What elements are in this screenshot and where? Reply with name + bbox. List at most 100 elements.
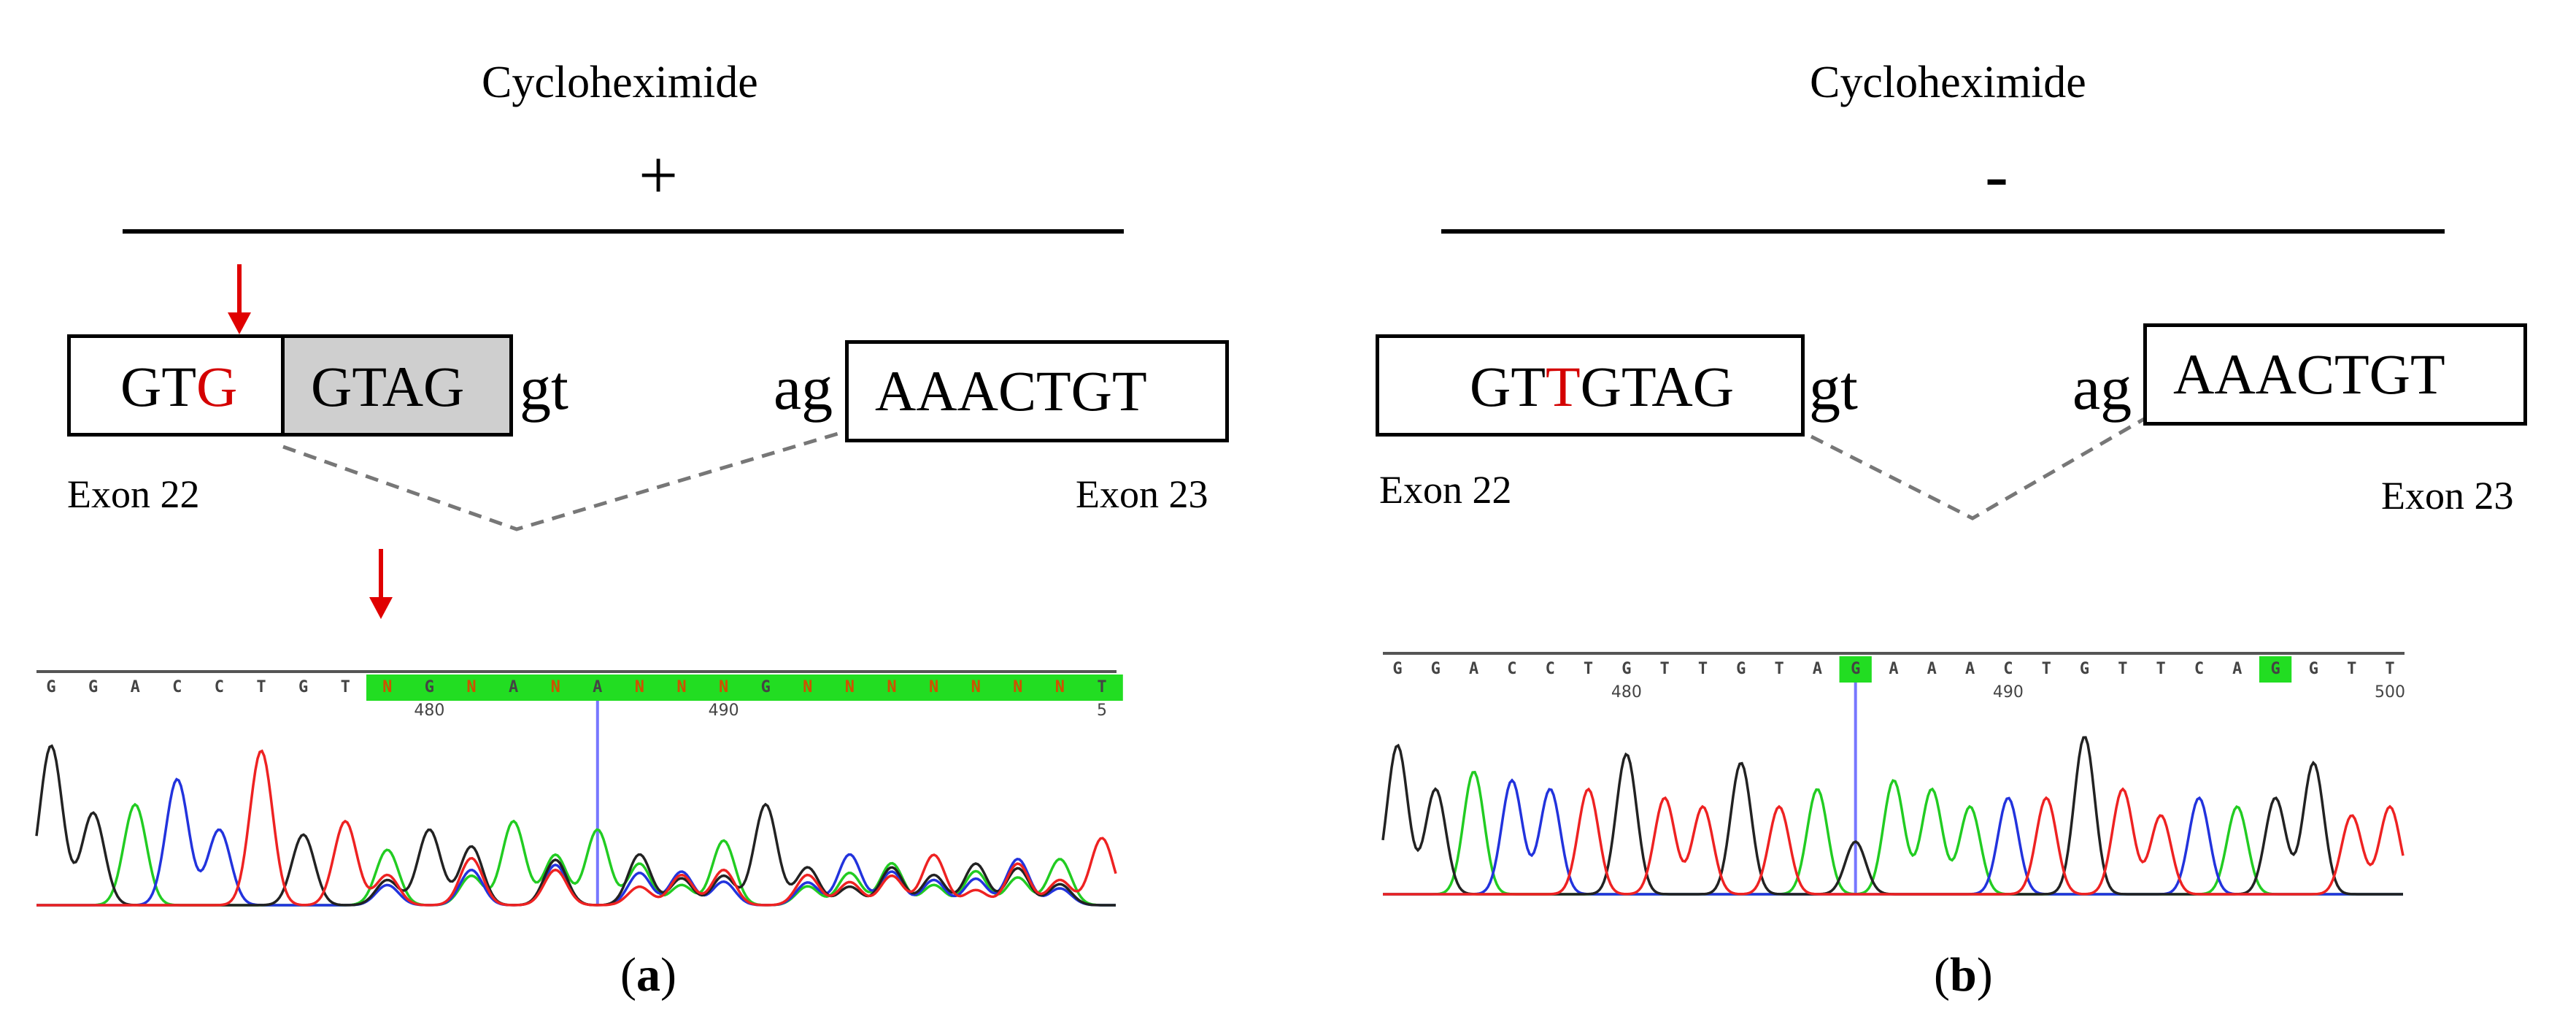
highlight-box	[1839, 656, 1872, 683]
position-number: 490	[709, 702, 739, 720]
base-call: T	[1097, 678, 1106, 696]
trace-C	[36, 777, 1116, 907]
base-call: T	[1584, 660, 1593, 678]
base-call: N	[382, 678, 392, 696]
base-call: C	[1507, 660, 1516, 678]
base-call: N	[1055, 678, 1065, 696]
panel-b-chromatogram: G G A C C T G T T G T A G A A A C T G T T C A G G T T 480 490 500	[1381, 646, 2405, 902]
base-call: T	[1660, 660, 1670, 678]
base-call: G	[1736, 660, 1746, 678]
base-call: A	[1469, 660, 1478, 678]
base-call: G	[46, 678, 55, 696]
base-call: T	[2347, 660, 2356, 678]
panel-a-divider	[123, 229, 1124, 234]
intron-acceptor-site: ag	[2072, 353, 2132, 423]
panel-b-overlay	[1810, 414, 2151, 520]
base-call: G	[298, 678, 308, 696]
base-call: T	[2118, 660, 2127, 678]
retained-intron-box: GTAG	[281, 334, 513, 437]
panel-a-caption: (a)	[620, 948, 676, 1003]
mutation-arrow-icon	[228, 264, 251, 334]
base-call: T	[2042, 660, 2051, 678]
exon-22-sequence: GTG	[120, 358, 237, 415]
base-call: G	[1431, 660, 1441, 678]
exon-22-label: Exon 22	[1379, 468, 1512, 512]
base-call: T	[2156, 660, 2166, 678]
trace-G	[35, 744, 1116, 907]
base-call: N	[551, 678, 560, 696]
base-call: A	[1965, 660, 1975, 678]
mutated-base: G	[196, 355, 238, 418]
base-call: N	[1013, 678, 1022, 696]
position-number: 5	[1097, 702, 1107, 720]
intron-acceptor-site: ag	[774, 353, 833, 423]
base-call: A	[1889, 660, 1898, 678]
base-call: A	[2232, 660, 2242, 678]
panel-b: Cycloheximide - GTTGTAG gt ag AAACTGT Ex…	[1288, 0, 2576, 1030]
base-call: G	[2270, 660, 2280, 678]
base-call: G	[1851, 660, 1860, 678]
base-call: A	[593, 678, 602, 696]
panel-b-caption: (b)	[1934, 948, 1993, 1003]
panel-b-treatment-sign: -	[1985, 136, 2008, 214]
panel-b-divider	[1441, 229, 2445, 234]
base-call: A	[1927, 660, 1937, 678]
base-call: G	[2309, 660, 2318, 678]
panel-a-treatment-sign: +	[639, 136, 679, 214]
position-number: 480	[414, 702, 444, 720]
position-number: 480	[1611, 683, 1642, 702]
base-call: C	[215, 678, 224, 696]
exon-23-label: Exon 23	[2381, 474, 2514, 518]
panel-a: Cycloheximide + GTG GTAG gt ag AAACTGT E…	[35, 58, 1229, 1003]
base-call: N	[971, 678, 981, 696]
caption-close: )	[1976, 948, 1993, 1002]
base-call: N	[929, 678, 938, 696]
base-call: C	[2194, 660, 2204, 678]
base-call: C	[2003, 660, 2013, 678]
caption-letter: a	[636, 948, 660, 1002]
exon-22-box: GTTGTAG	[1376, 334, 1805, 437]
base-call: T	[2385, 660, 2394, 678]
highlight-band	[366, 675, 1123, 701]
trace-T	[36, 749, 1117, 907]
exon-23-box: AAACTGT	[845, 340, 1229, 442]
trace-G	[1381, 736, 2403, 896]
position-number: 500	[2375, 683, 2405, 702]
highlight-box	[2259, 656, 2292, 683]
base-call: C	[172, 678, 182, 696]
base-call: C	[1546, 660, 1555, 678]
panel-a-overlay	[228, 264, 849, 619]
base-call: N	[887, 678, 896, 696]
base-call: T	[1774, 660, 1783, 678]
exon-23-box: AAACTGT	[2143, 323, 2527, 426]
base-call: N	[803, 678, 812, 696]
exon-22-label: Exon 22	[67, 472, 200, 516]
caption-close: )	[660, 948, 676, 1002]
caption-open: (	[1934, 948, 1950, 1002]
splice-junction-line	[282, 428, 849, 531]
exon-22-sequence: GTTGTAG	[1470, 358, 1734, 415]
base-call: G	[425, 678, 434, 696]
exon-23-label: Exon 23	[1076, 472, 1208, 516]
base-call: T	[1698, 660, 1708, 678]
base-call: G	[1621, 660, 1631, 678]
base-call: N	[845, 678, 855, 696]
exon-22-seq-prefix: GT	[1470, 355, 1546, 418]
base-call: G	[761, 678, 771, 696]
caption-letter: b	[1949, 948, 1977, 1002]
panel-a-title: Cycloheximide	[482, 58, 758, 107]
base-call: N	[635, 678, 644, 696]
trace-T	[1383, 787, 2405, 896]
splice-junction-line	[1810, 414, 2151, 520]
base-call: A	[131, 678, 140, 696]
chromatogram-arrow-icon	[369, 549, 393, 619]
panel-a-chromatogram: G G A C C T G T N G N A N A N N N G N N N N N N N T 480 490 5	[35, 664, 1123, 912]
base-call: A	[1813, 660, 1822, 678]
caption-open: (	[620, 948, 636, 1002]
base-call: G	[1392, 660, 1402, 678]
position-number: 490	[1993, 683, 2024, 702]
exon-23-sequence: AAACTGT	[875, 359, 1147, 423]
base-call: N	[676, 678, 686, 696]
exon-22-box: GTG	[67, 334, 285, 437]
base-call: G	[88, 678, 98, 696]
